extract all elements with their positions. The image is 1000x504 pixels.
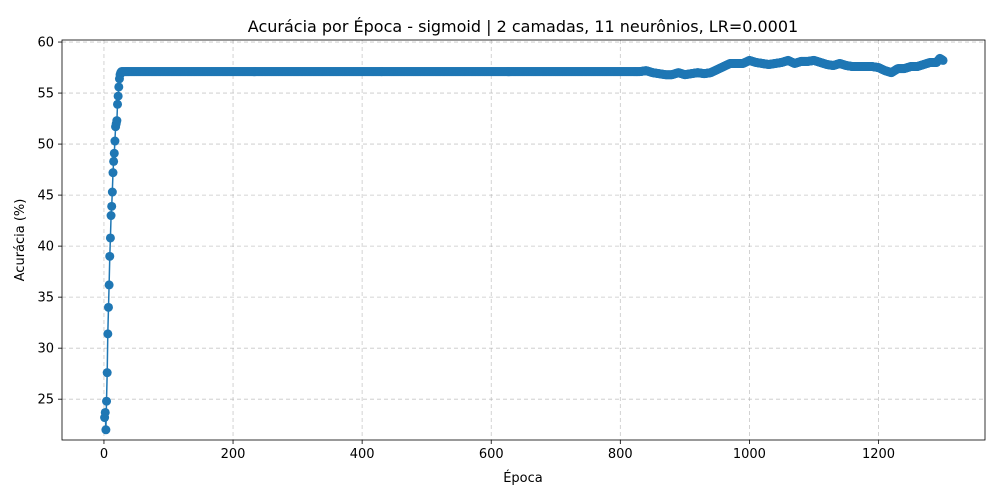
series-line [103,57,944,430]
x-tick-label: 200 [221,447,246,462]
grid [62,40,985,440]
data-point [114,82,124,92]
y-tick-label: 55 [37,87,54,102]
y-axis: 25 30 35 40 45 50 55 60 [37,36,62,408]
data-point [107,187,117,197]
data-point [109,156,119,166]
data-point [108,168,118,178]
data-point [113,99,123,109]
data-point [110,136,120,146]
data-point [938,55,948,65]
chart-title: Acurácia por Época - sigmoid | 2 camadas… [248,17,798,36]
data-point [103,329,113,339]
data-point [101,425,111,435]
y-tick-label: 30 [37,342,54,357]
data-point [105,251,115,261]
y-tick-label: 40 [37,240,54,255]
x-axis: 0 200 400 600 800 1000 1200 [100,440,895,462]
data-point [100,407,110,417]
series-layer [100,53,948,435]
data-point [104,280,114,290]
y-axis-label: Acurácia (%) [13,199,28,282]
x-tick-label: 600 [479,447,504,462]
data-point [112,116,122,126]
data-point [106,211,116,221]
data-point [102,396,112,406]
data-point [102,368,112,378]
y-tick-label: 45 [37,189,54,204]
y-tick-label: 35 [37,291,54,306]
data-point [105,233,115,243]
data-point [113,91,123,101]
plot-frame [61,39,986,441]
x-tick-label: 400 [350,447,375,462]
data-point [107,201,117,211]
x-tick-label: 0 [100,447,108,462]
x-tick-label: 800 [608,447,633,462]
x-tick-label: 1200 [862,447,895,462]
data-point [109,148,119,158]
data-point [103,302,113,312]
x-axis-label: Época [503,470,543,486]
y-tick-label: 25 [37,393,54,408]
y-tick-label: 60 [37,36,54,51]
y-tick-label: 50 [37,138,54,153]
x-tick-label: 1000 [733,447,766,462]
